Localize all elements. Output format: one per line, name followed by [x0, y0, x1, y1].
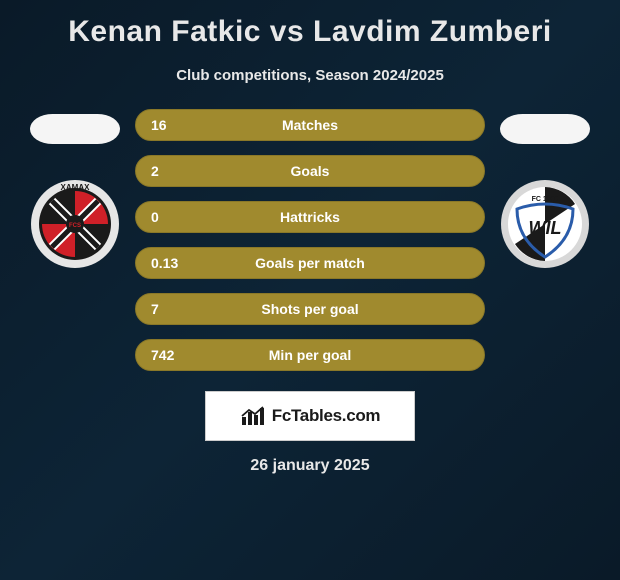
comparison-infographic: Kenan Fatkic vs Lavdim Zumberi Club comp…	[0, 0, 620, 475]
stat-left-value: 0	[151, 209, 186, 225]
stat-row-min-per-goal: 742 Min per goal	[135, 339, 485, 371]
brand-text: FcTables.com	[272, 406, 381, 426]
stat-label: Min per goal	[269, 347, 351, 363]
stat-left-value: 0.13	[151, 255, 186, 271]
stat-row-hattricks: 0 Hattricks	[135, 201, 485, 233]
left-club-badge: XAMAX FCS	[30, 179, 120, 269]
right-country-flag	[500, 114, 590, 144]
stat-row-matches: 16 Matches	[135, 109, 485, 141]
stat-left-value: 742	[151, 347, 186, 363]
stat-row-goals-per-match: 0.13 Goals per match	[135, 247, 485, 279]
page-title: Kenan Fatkic vs Lavdim Zumberi	[68, 15, 551, 49]
brand-badge: FcTables.com	[205, 391, 415, 441]
stat-label: Matches	[282, 117, 338, 133]
subtitle: Club competitions, Season 2024/2025	[176, 67, 444, 84]
svg-text:FC 1900: FC 1900	[532, 196, 559, 203]
left-player-col: XAMAX FCS	[15, 109, 135, 269]
stat-left-value: 16	[151, 117, 186, 133]
date-text: 26 january 2025	[250, 457, 369, 475]
right-player-col: FC 1900 WIL	[485, 109, 605, 269]
stat-row-goals: 2 Goals	[135, 155, 485, 187]
stat-label: Shots per goal	[261, 301, 358, 317]
stat-label: Hattricks	[280, 209, 340, 225]
left-country-flag	[30, 114, 120, 144]
brand-chart-icon	[240, 405, 266, 427]
stat-label: Goals per match	[255, 255, 365, 271]
main-row: XAMAX FCS 16 Matches 2 Goals 0 Hattricks…	[0, 109, 620, 371]
svg-text:FCS: FCS	[69, 223, 81, 229]
svg-text:XAMAX: XAMAX	[61, 183, 91, 192]
stats-column: 16 Matches 2 Goals 0 Hattricks 0.13 Goal…	[135, 109, 485, 371]
stat-left-value: 2	[151, 163, 186, 179]
stat-row-shots-per-goal: 7 Shots per goal	[135, 293, 485, 325]
svg-text:WIL: WIL	[529, 218, 562, 238]
stat-left-value: 7	[151, 301, 186, 317]
stat-label: Goals	[291, 163, 330, 179]
right-club-badge: FC 1900 WIL	[500, 179, 590, 269]
